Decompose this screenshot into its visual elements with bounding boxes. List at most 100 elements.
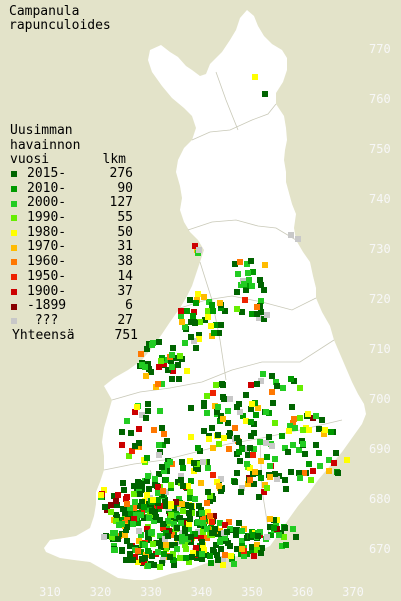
observation-square (218, 476, 224, 482)
observation-square (268, 532, 274, 538)
observation-square (128, 430, 134, 436)
observation-square (188, 319, 194, 325)
legend-count: 14 (117, 268, 133, 284)
observation-square (157, 564, 163, 570)
observation-square (130, 521, 136, 527)
observation-square (218, 322, 224, 328)
legend-count: 27 (117, 312, 133, 328)
observation-square (242, 297, 248, 303)
observation-square (260, 371, 266, 377)
observation-square (198, 535, 204, 541)
observation-square (224, 529, 230, 535)
observation-square (151, 518, 157, 524)
observation-square (211, 513, 217, 519)
observation-square (238, 489, 244, 495)
observation-square (131, 516, 137, 522)
observation-square (132, 409, 138, 415)
observation-square (244, 261, 250, 267)
observation-square (173, 499, 179, 505)
observation-square (171, 521, 177, 527)
observation-square (316, 450, 322, 456)
observation-square (221, 435, 227, 441)
observation-square (259, 545, 265, 551)
observation-square (306, 461, 312, 467)
observation-square (164, 503, 170, 509)
observation-square (200, 514, 206, 520)
legend-count: 31 (117, 239, 133, 255)
legend-item: -1899 6 (10, 298, 138, 314)
observation-square (160, 525, 166, 531)
observation-square (155, 549, 161, 555)
observation-square (210, 308, 216, 314)
observation-square (188, 334, 194, 340)
observation-square (170, 368, 176, 374)
observation-square (174, 535, 180, 541)
observation-square (187, 458, 193, 464)
y-tick-label: 740 (369, 192, 391, 206)
legend-item: 1970- 31 (10, 240, 138, 255)
observation-square (170, 345, 176, 351)
observation-square (161, 468, 167, 474)
observation-square (102, 504, 108, 510)
observation-square (201, 428, 207, 434)
observation-square (191, 338, 197, 344)
observation-square (269, 443, 275, 449)
observation-square (188, 503, 194, 509)
observation-square (220, 556, 226, 562)
observation-square (251, 430, 257, 436)
observation-square (200, 529, 206, 535)
observation-square (214, 409, 220, 415)
observation-square (129, 448, 135, 454)
observation-square (135, 520, 141, 526)
observation-square (266, 434, 272, 440)
observation-square (251, 446, 257, 452)
observation-square (236, 439, 242, 445)
observation-square (274, 383, 280, 389)
observation-square (249, 548, 255, 554)
legend-head-line1: Uusimman (10, 123, 73, 138)
legend-label: 2010- (27, 180, 67, 196)
observation-square (113, 498, 119, 504)
legend-item: 1900- 37 (10, 284, 138, 300)
observation-square (159, 464, 165, 470)
observation-square (252, 469, 258, 475)
observation-square (239, 485, 245, 491)
observation-square (119, 429, 125, 435)
observation-square (192, 320, 198, 326)
observation-square (193, 300, 199, 306)
observation-square (269, 373, 275, 379)
observation-square (321, 431, 327, 437)
observation-square (257, 277, 263, 283)
observation-square (183, 546, 189, 552)
observation-square (234, 435, 240, 441)
observation-square (130, 557, 136, 563)
observation-square (108, 502, 114, 508)
legend-swatch (11, 186, 17, 193)
observation-square (150, 497, 156, 503)
observation-square (139, 412, 145, 418)
observation-square (155, 490, 161, 496)
observation-square (146, 486, 152, 492)
observation-square (176, 376, 182, 382)
observation-square (218, 488, 224, 494)
observation-square (248, 258, 254, 264)
legend-head-line3: vuosi lkm (10, 152, 126, 168)
observation-square (193, 465, 199, 471)
observation-square (263, 440, 269, 446)
observation-square (233, 532, 239, 538)
legend-swatch (11, 259, 17, 266)
legend-swatch (11, 230, 17, 237)
observation-square (108, 509, 114, 515)
observation-square (239, 446, 245, 452)
observation-square (216, 483, 222, 489)
observation-square (248, 419, 254, 425)
legend-label: 2015- (27, 166, 67, 181)
observation-square (258, 458, 264, 464)
observation-square (156, 364, 162, 370)
observation-square (180, 483, 186, 489)
observation-square (204, 393, 210, 399)
legend-label: 1970- (27, 239, 67, 255)
observation-square (190, 313, 196, 319)
observation-square (152, 476, 158, 482)
observation-square (245, 452, 251, 458)
